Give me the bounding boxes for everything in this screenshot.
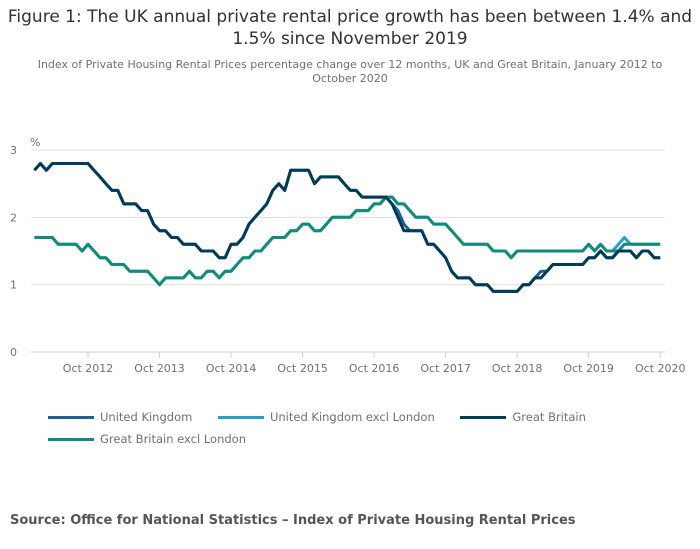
legend-label: Great Britain bbox=[512, 410, 586, 424]
series-line-united-kingdom bbox=[33, 162, 661, 293]
x-tick-label: Oct 2017 bbox=[420, 362, 471, 375]
y-tick-label: 0 bbox=[10, 346, 17, 359]
x-tick-label: Oct 2016 bbox=[349, 362, 400, 375]
legend-swatch-uk-excl-london bbox=[217, 415, 264, 419]
series-line-great-britain-excl-london bbox=[34, 195, 661, 287]
legend-swatch-gb-excl-london bbox=[48, 437, 94, 441]
x-tick-label: Oct 2020 bbox=[635, 362, 686, 375]
x-axis: Oct 2012 Oct 2013 Oct 2014 Oct 2015 Oct 2016… bbox=[31, 351, 686, 375]
x-tick-label: Oct 2019 bbox=[563, 362, 614, 375]
legend-item-great-britain[interactable]: Great Britain bbox=[460, 406, 586, 428]
legend-item-uk-excl-london[interactable]: United Kingdom excl London bbox=[217, 406, 435, 428]
y-axis-unit-label: % bbox=[30, 136, 40, 149]
series-lines bbox=[33, 162, 661, 293]
series-line-great-britain bbox=[33, 162, 661, 293]
x-tick-label: Oct 2015 bbox=[277, 362, 328, 375]
legend-item-gb-excl-london[interactable]: Great Britain excl London bbox=[48, 428, 246, 450]
x-tick-label: Oct 2018 bbox=[492, 362, 543, 375]
source-note: Source: Office for National Statistics –… bbox=[10, 513, 576, 528]
x-tick-label: Oct 2014 bbox=[206, 362, 257, 375]
chart-subtitle: Index of Private Housing Rental Prices p… bbox=[37, 58, 663, 85]
x-tick-label: Oct 2012 bbox=[63, 362, 114, 375]
legend-swatch-great-britain bbox=[460, 415, 507, 419]
legend-label: Great Britain excl London bbox=[100, 432, 246, 446]
legend-label: United Kingdom excl London bbox=[269, 410, 435, 424]
legend: United Kingdom United Kingdom excl Londo… bbox=[48, 406, 688, 450]
legend-swatch-united-kingdom bbox=[48, 415, 94, 419]
legend-item-united-kingdom[interactable]: United Kingdom bbox=[48, 406, 192, 428]
y-tick-label: 3 bbox=[10, 144, 17, 157]
y-tick-label: 2 bbox=[10, 211, 17, 224]
legend-label: United Kingdom bbox=[100, 410, 193, 424]
chart-title: Figure 1: The UK annual private rental p… bbox=[7, 7, 693, 49]
y-axis: 0 1 2 3 bbox=[10, 144, 17, 359]
x-tick-label: Oct 2013 bbox=[134, 362, 185, 375]
y-tick-label: 1 bbox=[10, 279, 17, 292]
